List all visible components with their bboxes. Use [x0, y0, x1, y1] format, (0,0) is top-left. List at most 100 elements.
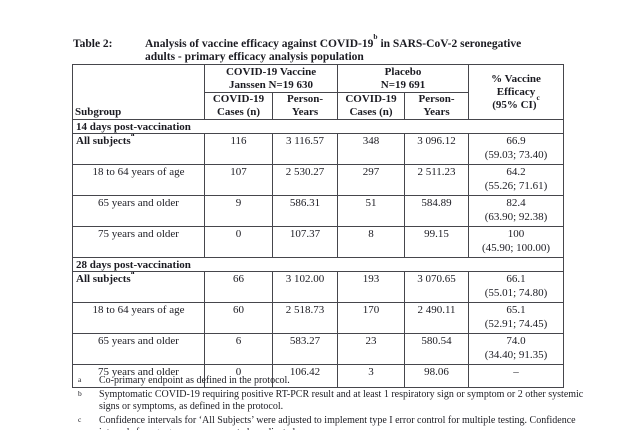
- placebo-person-years-cell: 584.89: [404, 195, 470, 227]
- column-header-efficacy: % Vaccine Efficacy (95% CI)c: [468, 64, 565, 120]
- placebo-group-line2: N=19 691: [380, 78, 426, 91]
- table-title-number: Table 2:: [73, 38, 113, 50]
- footnote-text: Co-primary endpoint as defined in the pr…: [99, 375, 290, 386]
- table-title-text: Analysis of vaccine efficacy against COV…: [145, 33, 573, 64]
- footnote-marker: a: [78, 375, 82, 384]
- vaccine-cases-cell: 0: [204, 364, 273, 388]
- table-row: All subjectsa 116 3 116.57 348 3 096.12 …: [72, 133, 565, 165]
- section-header-14-days: 14 days post-vaccination: [71, 119, 565, 134]
- vaccine-person-years-cell: 2 530.27: [271, 164, 339, 196]
- footnote-c: c Confidence intervals for ‘All Subjects…: [78, 415, 590, 430]
- footnote-marker: c: [78, 414, 82, 424]
- vaccine-group-line1: COVID-19 Vaccine: [225, 65, 317, 78]
- vaccine-person-years-cell: 106.42: [271, 364, 339, 388]
- placebo-person-years-cell: 99.15: [404, 226, 470, 258]
- vaccine-person-years-cell: 583.27: [271, 333, 339, 365]
- table-title: Table 2: Analysis of vaccine efficacy ag…: [73, 33, 573, 64]
- vaccine-cases-cell: 0: [204, 226, 273, 258]
- placebo-person-years-cell: 2 511.23: [404, 164, 470, 196]
- footnote-marker-a: a: [130, 133, 135, 139]
- title-line1-pre: Analysis of vaccine efficacy against COV…: [145, 38, 374, 50]
- table-row: 75 years and older 0 107.37 8 99.15 100(…: [72, 226, 565, 258]
- vaccine-person-years-cell: 3 116.57: [271, 133, 339, 165]
- title-line2: adults - primary efficacy analysis popul…: [145, 51, 364, 63]
- efficacy-cell: 65.1 (52.91; 74.45): [468, 302, 565, 334]
- column-header-vaccine-cases: COVID-19 Cases (n): [204, 92, 273, 120]
- subgroup-cell: 18 to 64 years of age: [72, 164, 205, 196]
- efficacy-cell: 66.9 (59.03; 73.40): [468, 133, 565, 165]
- subgroup-cell: 75 years and older: [72, 364, 205, 388]
- placebo-cases-cell: 23: [337, 333, 406, 365]
- placebo-person-years-cell: 98.06: [404, 364, 470, 388]
- efficacy-header-line3: (95% CI): [492, 98, 537, 111]
- subgroup-cell: 18 to 64 years of age: [72, 302, 205, 334]
- table-row: 65 years and older 9 586.31 51 584.89 82…: [72, 195, 565, 227]
- footnote-marker: b: [78, 388, 82, 398]
- footnote-a: a Co-primary endpoint as defined in the …: [78, 375, 590, 388]
- vaccine-cases-cell: 9: [204, 195, 273, 227]
- column-header-subgroup: Subgroup: [72, 64, 205, 120]
- vaccine-cases-cell: 66: [204, 271, 273, 303]
- placebo-cases-cell: 51: [337, 195, 406, 227]
- title-line1-post: in SARS-CoV-2 seronegative: [377, 38, 522, 50]
- subgroup-cell: 65 years and older: [72, 333, 205, 365]
- vaccine-cases-cell: 107: [204, 164, 273, 196]
- table-header: Subgroup COVID-19 Vaccine Janssen N=19 6…: [72, 64, 565, 120]
- table-row: 65 years and older 6 583.27 23 580.54 74…: [72, 333, 565, 365]
- placebo-person-years-cell: 3 096.12: [404, 133, 470, 165]
- subgroup-cell: 75 years and older: [72, 226, 205, 258]
- footnote-marker-a: a: [130, 271, 135, 277]
- table-row: 75 years and older 0 106.42 3 98.06 –: [72, 364, 565, 388]
- placebo-person-years-cell: 580.54: [404, 333, 470, 365]
- efficacy-header-line2: Efficacy: [496, 85, 536, 98]
- title-footnote-marker-b: b: [373, 32, 378, 42]
- footnote-b: b Symptomatic COVID-19 requiring positiv…: [78, 389, 590, 414]
- placebo-person-years-cell: 3 070.65: [404, 271, 470, 303]
- placebo-cases-cell: 348: [337, 133, 406, 165]
- placebo-cases-cell: 3: [337, 364, 406, 388]
- placebo-cases-cell: 170: [337, 302, 406, 334]
- efficacy-header-line1: % Vaccine: [491, 72, 541, 85]
- vaccine-cases-cell: 6: [204, 333, 273, 365]
- section-label: 14 days post-vaccination: [71, 119, 565, 134]
- column-group-placebo: Placebo N=19 691: [337, 64, 470, 93]
- column-header-placebo-person-years: Person- Years: [404, 92, 470, 120]
- efficacy-footnote-marker-c: c: [536, 92, 540, 102]
- footnote-text: Confidence intervals for ‘All Subjects’ …: [99, 414, 576, 430]
- group-header-row: Subgroup COVID-19 Vaccine Janssen N=19 6…: [72, 64, 565, 120]
- placebo-cases-cell: 297: [337, 164, 406, 196]
- vaccine-person-years-cell: 2 518.73: [271, 302, 339, 334]
- column-header-vaccine-person-years: Person- Years: [271, 92, 339, 120]
- efficacy-table: Subgroup COVID-19 Vaccine Janssen N=19 6…: [71, 64, 565, 388]
- sub-header-row: COVID-19 Cases (n) Person- Years COVID-19 C…: [73, 92, 564, 120]
- efficacy-cell: –: [468, 364, 565, 388]
- footnote-text: Symptomatic COVID-19 requiring positive …: [99, 388, 584, 413]
- footnotes: a Co-primary endpoint as defined in the …: [78, 375, 590, 430]
- placebo-person-years-cell: 2 490.11: [404, 302, 470, 334]
- section-label: 28 days post-vaccination: [71, 257, 565, 272]
- placebo-group-line1: Placebo: [384, 65, 422, 78]
- table-row: 18 to 64 years of age 107 2 530.27 297 2…: [72, 164, 565, 196]
- table-row: 18 to 64 years of age 60 2 518.73 170 2 …: [72, 302, 565, 334]
- efficacy-cell: 82.4 (63.90; 92.38): [468, 195, 565, 227]
- placebo-cases-cell: 193: [337, 271, 406, 303]
- vaccine-group-line2: Janssen N=19 630: [229, 78, 313, 91]
- subgroup-cell: All subjectsa: [72, 133, 205, 165]
- column-header-placebo-cases: COVID-19 Cases (n): [337, 92, 406, 120]
- subgroup-cell: 65 years and older: [72, 195, 205, 227]
- section-header-28-days: 28 days post-vaccination: [71, 257, 565, 272]
- subgroup-cell: All subjectsa: [72, 271, 205, 303]
- placebo-cases-cell: 8: [337, 226, 406, 258]
- efficacy-cell: 74.0 (34.40; 91.35): [468, 333, 565, 365]
- vaccine-person-years-cell: 107.37: [271, 226, 339, 258]
- efficacy-cell: 100 (45.90; 100.00): [468, 226, 565, 258]
- vaccine-cases-cell: 60: [204, 302, 273, 334]
- table-row: All subjectsa 66 3 102.00 193 3 070.65 6…: [72, 271, 565, 303]
- vaccine-person-years-cell: 586.31: [271, 195, 339, 227]
- vaccine-cases-cell: 116: [204, 133, 273, 165]
- efficacy-cell: 66.1 (55.01; 74.80): [468, 271, 565, 303]
- efficacy-cell: 64.2 (55.26; 71.61): [468, 164, 565, 196]
- vaccine-person-years-cell: 3 102.00: [271, 271, 339, 303]
- column-group-vaccine: COVID-19 Vaccine Janssen N=19 630: [203, 64, 339, 93]
